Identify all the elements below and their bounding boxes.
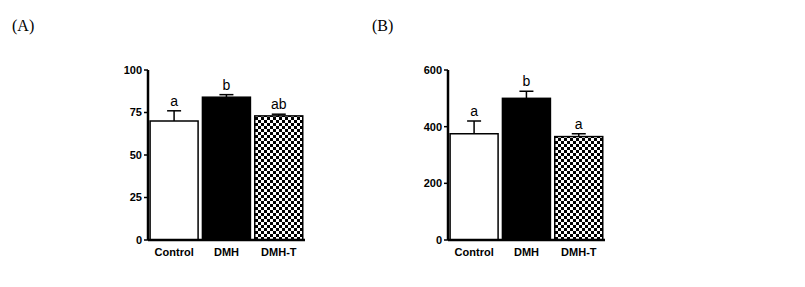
- svg-text:25: 25: [130, 191, 142, 203]
- svg-text:DMH-T: DMH-T: [561, 246, 597, 258]
- svg-text:400: 400: [424, 121, 442, 133]
- svg-text:200: 200: [424, 177, 442, 189]
- svg-text:DMH: DMH: [214, 246, 239, 258]
- svg-text:Control: Control: [155, 246, 194, 258]
- svg-text:ab: ab: [271, 96, 287, 112]
- svg-text:50: 50: [130, 149, 142, 161]
- svg-text:600: 600: [424, 64, 442, 76]
- svg-text:a: a: [470, 103, 478, 119]
- svg-text:a: a: [575, 116, 583, 132]
- html-text:(A): (A): [12, 17, 35, 34]
- svg-text:0: 0: [136, 234, 142, 246]
- svg-text:Control: Control: [455, 246, 494, 258]
- svg-text:100: 100: [124, 64, 142, 76]
- svg-text:0: 0: [436, 234, 442, 246]
- svg-text:75: 75: [130, 106, 142, 118]
- svg-text:b: b: [223, 77, 231, 93]
- html-text:(B): (B): [372, 17, 394, 34]
- svg-text:b: b: [523, 73, 531, 89]
- svg-text:a: a: [170, 93, 178, 109]
- svg-text:DMH: DMH: [514, 246, 539, 258]
- svg-text:DMH-T: DMH-T: [261, 246, 297, 258]
